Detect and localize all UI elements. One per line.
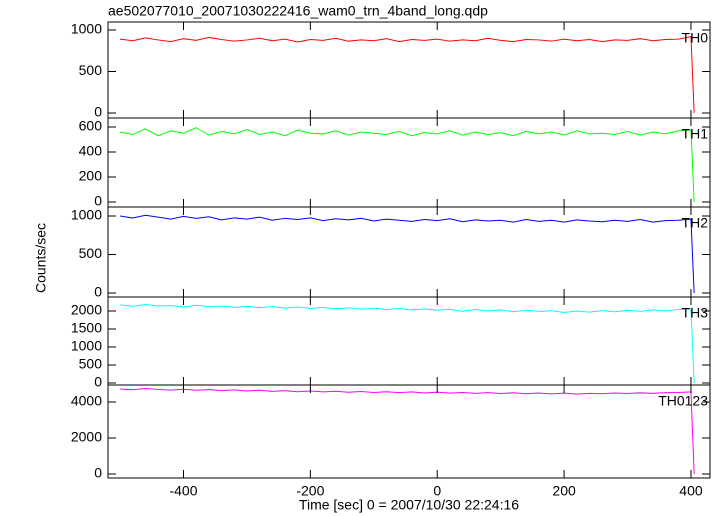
data-line [119, 36, 695, 114]
data-line [119, 127, 695, 203]
y-tick-label: 1000 [71, 21, 102, 37]
panel-frame [107, 21, 711, 119]
y-tick-label: 500 [79, 245, 103, 261]
panel-label: TH0123 [658, 393, 708, 409]
y-tick-label: 200 [79, 168, 103, 184]
y-tick-label: 4000 [71, 393, 102, 409]
y-tick-label: 1500 [71, 320, 102, 336]
panel-label: TH2 [682, 215, 709, 231]
x-tick-label: -400 [169, 483, 197, 499]
y-tick-label: 0 [94, 465, 102, 481]
chart-title: ae502077010_20071030222416_wam0_trn_4ban… [108, 3, 488, 19]
panel-label: TH0 [682, 30, 709, 46]
x-tick-label: 400 [679, 483, 703, 499]
data-line [119, 304, 695, 384]
data-line [120, 387, 695, 475]
y-tick-label: 1000 [71, 207, 102, 223]
x-tick-label: 0 [433, 483, 441, 499]
x-axis-label: Time [sec] 0 = 2007/10/30 22:24:16 [299, 497, 519, 513]
panel-label: TH1 [682, 126, 709, 142]
y-tick-label: 500 [79, 62, 103, 78]
x-tick-label: 200 [552, 483, 576, 499]
panel-frame [107, 296, 711, 386]
panel-frame [107, 384, 711, 479]
y-tick-label: 500 [79, 356, 103, 372]
panel-label: TH3 [682, 305, 709, 321]
y-axis-label: Counts/sec [33, 223, 49, 293]
y-tick-label: 0 [94, 284, 102, 300]
y-tick-label: 0 [94, 104, 102, 120]
y-tick-label: 2000 [71, 302, 102, 318]
y-tick-label: 600 [79, 118, 103, 134]
y-tick-label: 0 [94, 193, 102, 209]
y-tick-label: 400 [79, 143, 103, 159]
y-tick-label: 2000 [71, 429, 102, 445]
y-tick-label: 1000 [71, 338, 102, 354]
data-line [119, 214, 695, 294]
y-tick-label: 0 [94, 374, 102, 390]
x-tick-label: -200 [296, 483, 324, 499]
panel-frame [107, 117, 711, 208]
